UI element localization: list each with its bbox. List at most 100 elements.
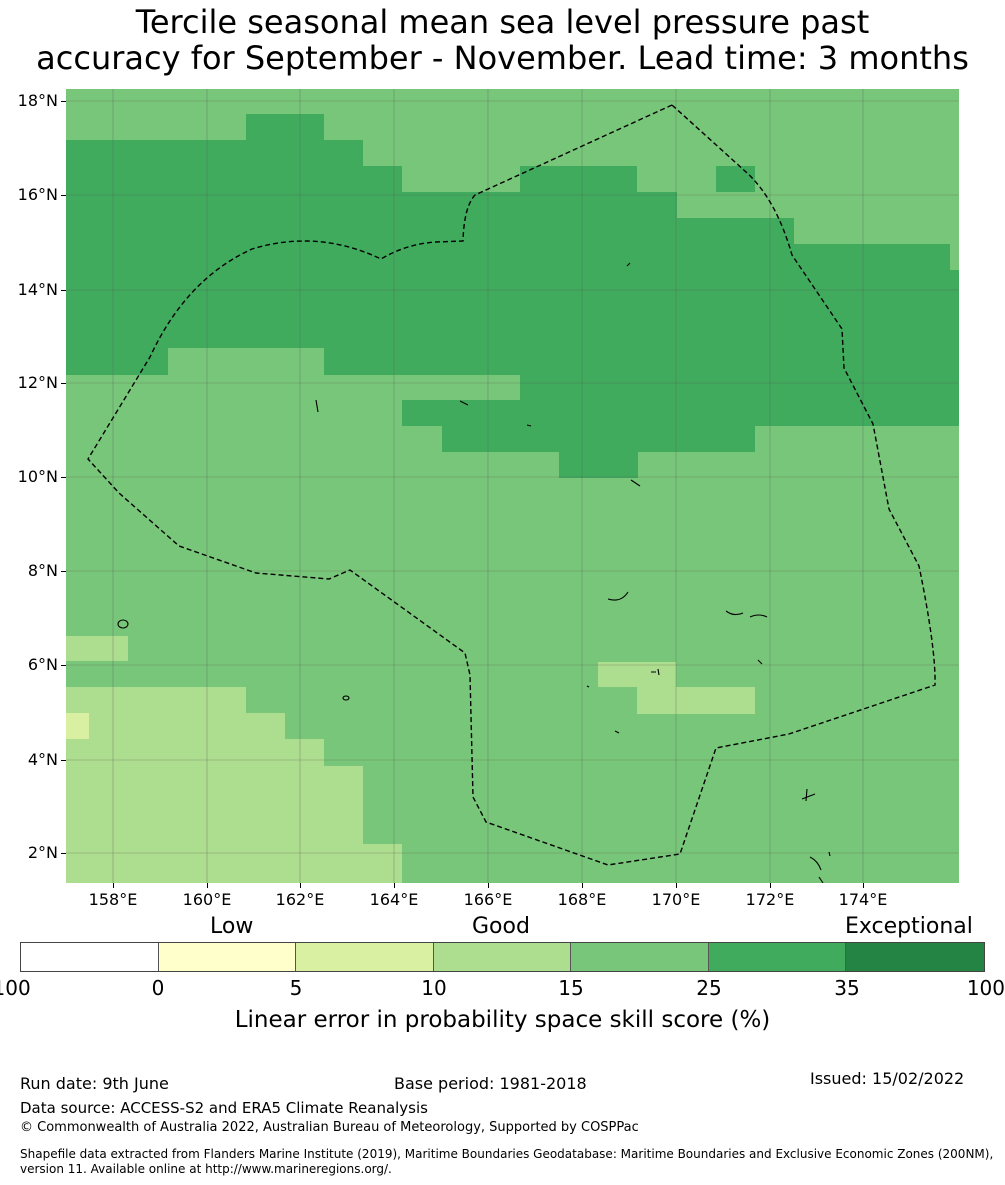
lat-label-8n: 8°N (27, 561, 58, 580)
skill-cell-25-35 (66, 192, 677, 218)
skill-cell-25-35 (66, 218, 794, 244)
copyright: © Commonwealth of Australia 2022, Austra… (20, 1120, 639, 1135)
lon-label-166e: 166°E (463, 890, 513, 909)
legend-category-good: Good (472, 914, 530, 939)
legend-axis-label: Linear error in probability space skill … (234, 1007, 771, 1033)
skill-cell-25-35 (66, 348, 168, 375)
island-marker (117, 619, 129, 629)
lat-tick (61, 101, 66, 102)
skill-cell-25-35 (520, 375, 959, 400)
legend-swatch (296, 943, 435, 971)
shapefile-credit-line-1: Shapefile data extracted from Flanders M… (20, 1147, 994, 1161)
lon-label-174e: 174°E (838, 890, 888, 909)
lat-label-14n: 14°N (17, 280, 58, 299)
skill-cell-10-15 (66, 766, 363, 792)
skill-cell-25-35 (324, 348, 959, 375)
lat-label-18n: 18°N (17, 91, 58, 110)
skill-cell-25-35 (324, 140, 363, 166)
base-period: Base period: 1981-2018 (394, 1074, 587, 1093)
island-marker (315, 399, 319, 413)
island-marker (809, 851, 831, 871)
skill-cell-25-35 (66, 270, 959, 348)
lat-tick (61, 290, 66, 291)
skill-cell-10-15 (66, 818, 363, 844)
lon-tick (770, 883, 771, 888)
data-source: Data source: ACCESS-S2 and ERA5 Climate … (20, 1099, 428, 1117)
skill-cell-25-35 (402, 400, 959, 426)
skill-cell-25-35 (66, 244, 950, 270)
legend-swatch (846, 943, 985, 971)
legend-tick-label: 25 (696, 976, 722, 1000)
eez-boundary (87, 104, 936, 866)
island-marker (342, 695, 350, 701)
lat-tick (61, 571, 66, 572)
skill-cell-10-15 (66, 636, 128, 661)
lon-tick (207, 883, 208, 888)
legend-tick-label: 0 (151, 976, 165, 1000)
lat-tick (61, 195, 66, 196)
lon-tick (300, 883, 301, 888)
skill-cell-25-35 (559, 452, 638, 478)
lat-label-12n: 12°N (17, 373, 58, 392)
lon-label-168e: 168°E (557, 890, 607, 909)
lon-label-170e: 170°E (651, 890, 701, 909)
island-marker (614, 730, 620, 734)
legend-swatch (434, 943, 571, 971)
skill-cell-25-35 (66, 166, 402, 192)
island-marker (651, 668, 660, 676)
title-line-2: accuracy for September - November. Lead … (36, 39, 969, 77)
skill-cell-10-15 (637, 687, 755, 714)
shapefile-credit-line-2: version 11. Available online at http://w… (20, 1162, 392, 1176)
skill-cell-10-15 (598, 662, 676, 687)
island-marker (801, 788, 816, 802)
lat-label-16n: 16°N (17, 185, 58, 204)
island-marker (626, 262, 631, 267)
skill-cell-25-35 (442, 426, 755, 452)
lon-tick (676, 883, 677, 888)
skill-cell-25-35 (520, 166, 637, 192)
legend-tick-label: 100 (966, 976, 1005, 1000)
skill-cell-15-25 (88, 661, 128, 687)
lon-label-158e: 158°E (88, 890, 138, 909)
lat-tick (61, 383, 66, 384)
lat-label-6n: 6°N (27, 655, 58, 674)
legend-swatch (708, 943, 847, 971)
skill-cell-10-15 (66, 739, 324, 766)
lat-label-2n: 2°N (27, 843, 58, 862)
legend-tick-label: 35 (834, 976, 860, 1000)
skill-cell-15-25 (363, 792, 402, 818)
title-line-1: Tercile seasonal mean sea level pressure… (135, 3, 870, 41)
lat-tick (61, 477, 66, 478)
legend-tick-label: 15 (558, 976, 584, 1000)
legend-tick-label: 10 (421, 976, 447, 1000)
skill-cell-10-15 (66, 687, 246, 713)
legend-category-exceptional: Exceptional (845, 914, 973, 939)
run-date: Run date: 9th June (20, 1074, 169, 1093)
legend-swatch (158, 943, 297, 971)
lat-tick (61, 760, 66, 761)
island-marker (818, 876, 824, 883)
map-title: Tercile seasonal mean sea level pressure… (0, 4, 1005, 76)
skill-cell-25-35 (716, 166, 755, 192)
skill-cell-25-35 (246, 114, 324, 166)
island-marker (526, 424, 532, 427)
skill-cell-10-15 (66, 713, 285, 739)
issued-date: Issued: 15/02/2022 (810, 1069, 965, 1088)
lon-tick (113, 883, 114, 888)
lon-label-172e: 172°E (745, 890, 795, 909)
lon-label-162e: 162°E (275, 890, 325, 909)
lon-tick (488, 883, 489, 888)
legend-tick-label: -100 (0, 976, 31, 1000)
legend-tick-label: 5 (289, 976, 303, 1000)
skill-cell-10-15 (66, 792, 402, 818)
lon-label-164e: 164°E (369, 890, 419, 909)
lat-tick (61, 665, 66, 666)
skill-map-canvas (66, 89, 959, 883)
skill-cell-10-15 (66, 844, 402, 883)
legend-swatch (21, 943, 159, 971)
island-marker (459, 400, 469, 406)
legend-colorbar (20, 942, 985, 972)
legend-swatch (570, 943, 709, 971)
lat-label-4n: 4°N (27, 750, 58, 769)
skill-cell-5-10 (66, 713, 89, 739)
